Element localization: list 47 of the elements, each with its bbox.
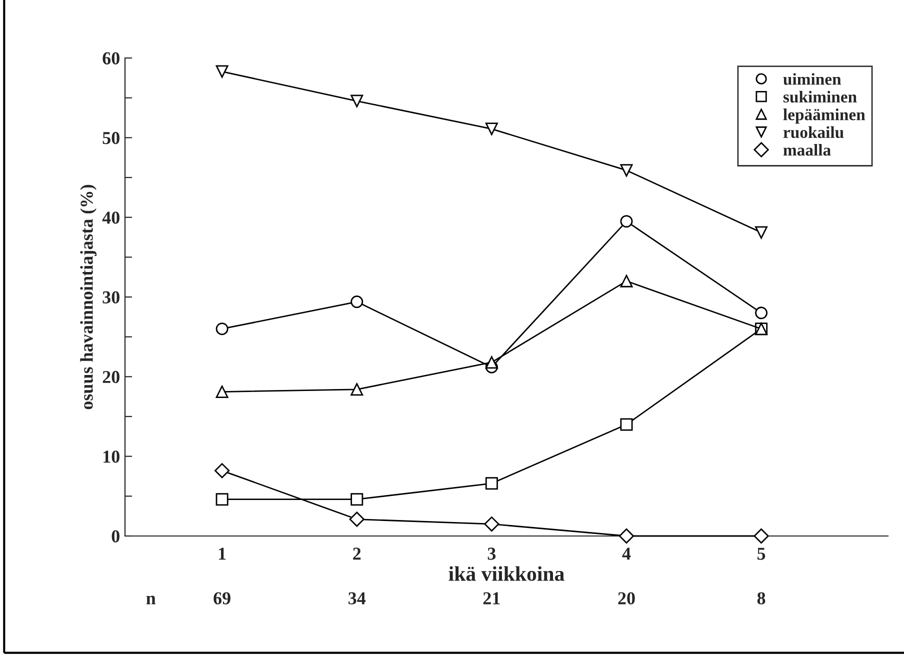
point <box>485 122 498 136</box>
point <box>350 94 364 108</box>
point <box>485 356 498 369</box>
point <box>214 463 230 478</box>
text: 20 <box>618 592 635 604</box>
point <box>485 477 498 490</box>
x-tick-label: 2 <box>353 548 361 560</box>
legend-label: uiminen <box>783 73 842 85</box>
y-tick-label: 40 <box>102 212 120 224</box>
y-tick-label: 60 <box>102 52 120 64</box>
point <box>620 215 633 228</box>
point <box>618 528 634 544</box>
point <box>216 322 228 336</box>
point <box>620 418 633 431</box>
point <box>755 226 768 239</box>
text: 21 <box>483 592 500 604</box>
x-tick-label: 3 <box>488 548 496 560</box>
x-tick-label: 1 <box>218 548 226 560</box>
y-tick-label: 20 <box>102 370 120 384</box>
y-tick-label: 10 <box>104 450 120 463</box>
legend-label: ruokailu <box>783 126 844 138</box>
x-tick-label: 5 <box>757 548 766 560</box>
point <box>216 386 228 398</box>
point <box>755 306 768 320</box>
y-tick-label: 30 <box>102 291 120 304</box>
legend-label: maalla <box>783 144 831 156</box>
point <box>620 164 633 177</box>
point <box>350 383 364 396</box>
y-axis-title: osuus havainnointiajasta (%) <box>80 184 97 410</box>
x-tick-label: 4 <box>622 548 631 560</box>
y-tick-label: 0 <box>112 530 120 542</box>
point <box>216 493 228 506</box>
point <box>754 528 769 544</box>
point <box>484 516 500 532</box>
point <box>620 274 633 288</box>
text: 69 <box>214 592 230 604</box>
point <box>350 296 364 308</box>
point <box>216 65 228 78</box>
text: 8 <box>757 592 766 604</box>
point <box>349 512 364 527</box>
y-tick-label: 50 <box>102 132 120 144</box>
text: n <box>146 596 156 604</box>
legend-label: lepääminen <box>783 108 866 124</box>
text: 34 <box>348 592 366 604</box>
x-axis-title: ikä viikkoina <box>448 566 564 581</box>
legend-label: sukiminen <box>783 90 857 103</box>
point <box>350 493 364 506</box>
